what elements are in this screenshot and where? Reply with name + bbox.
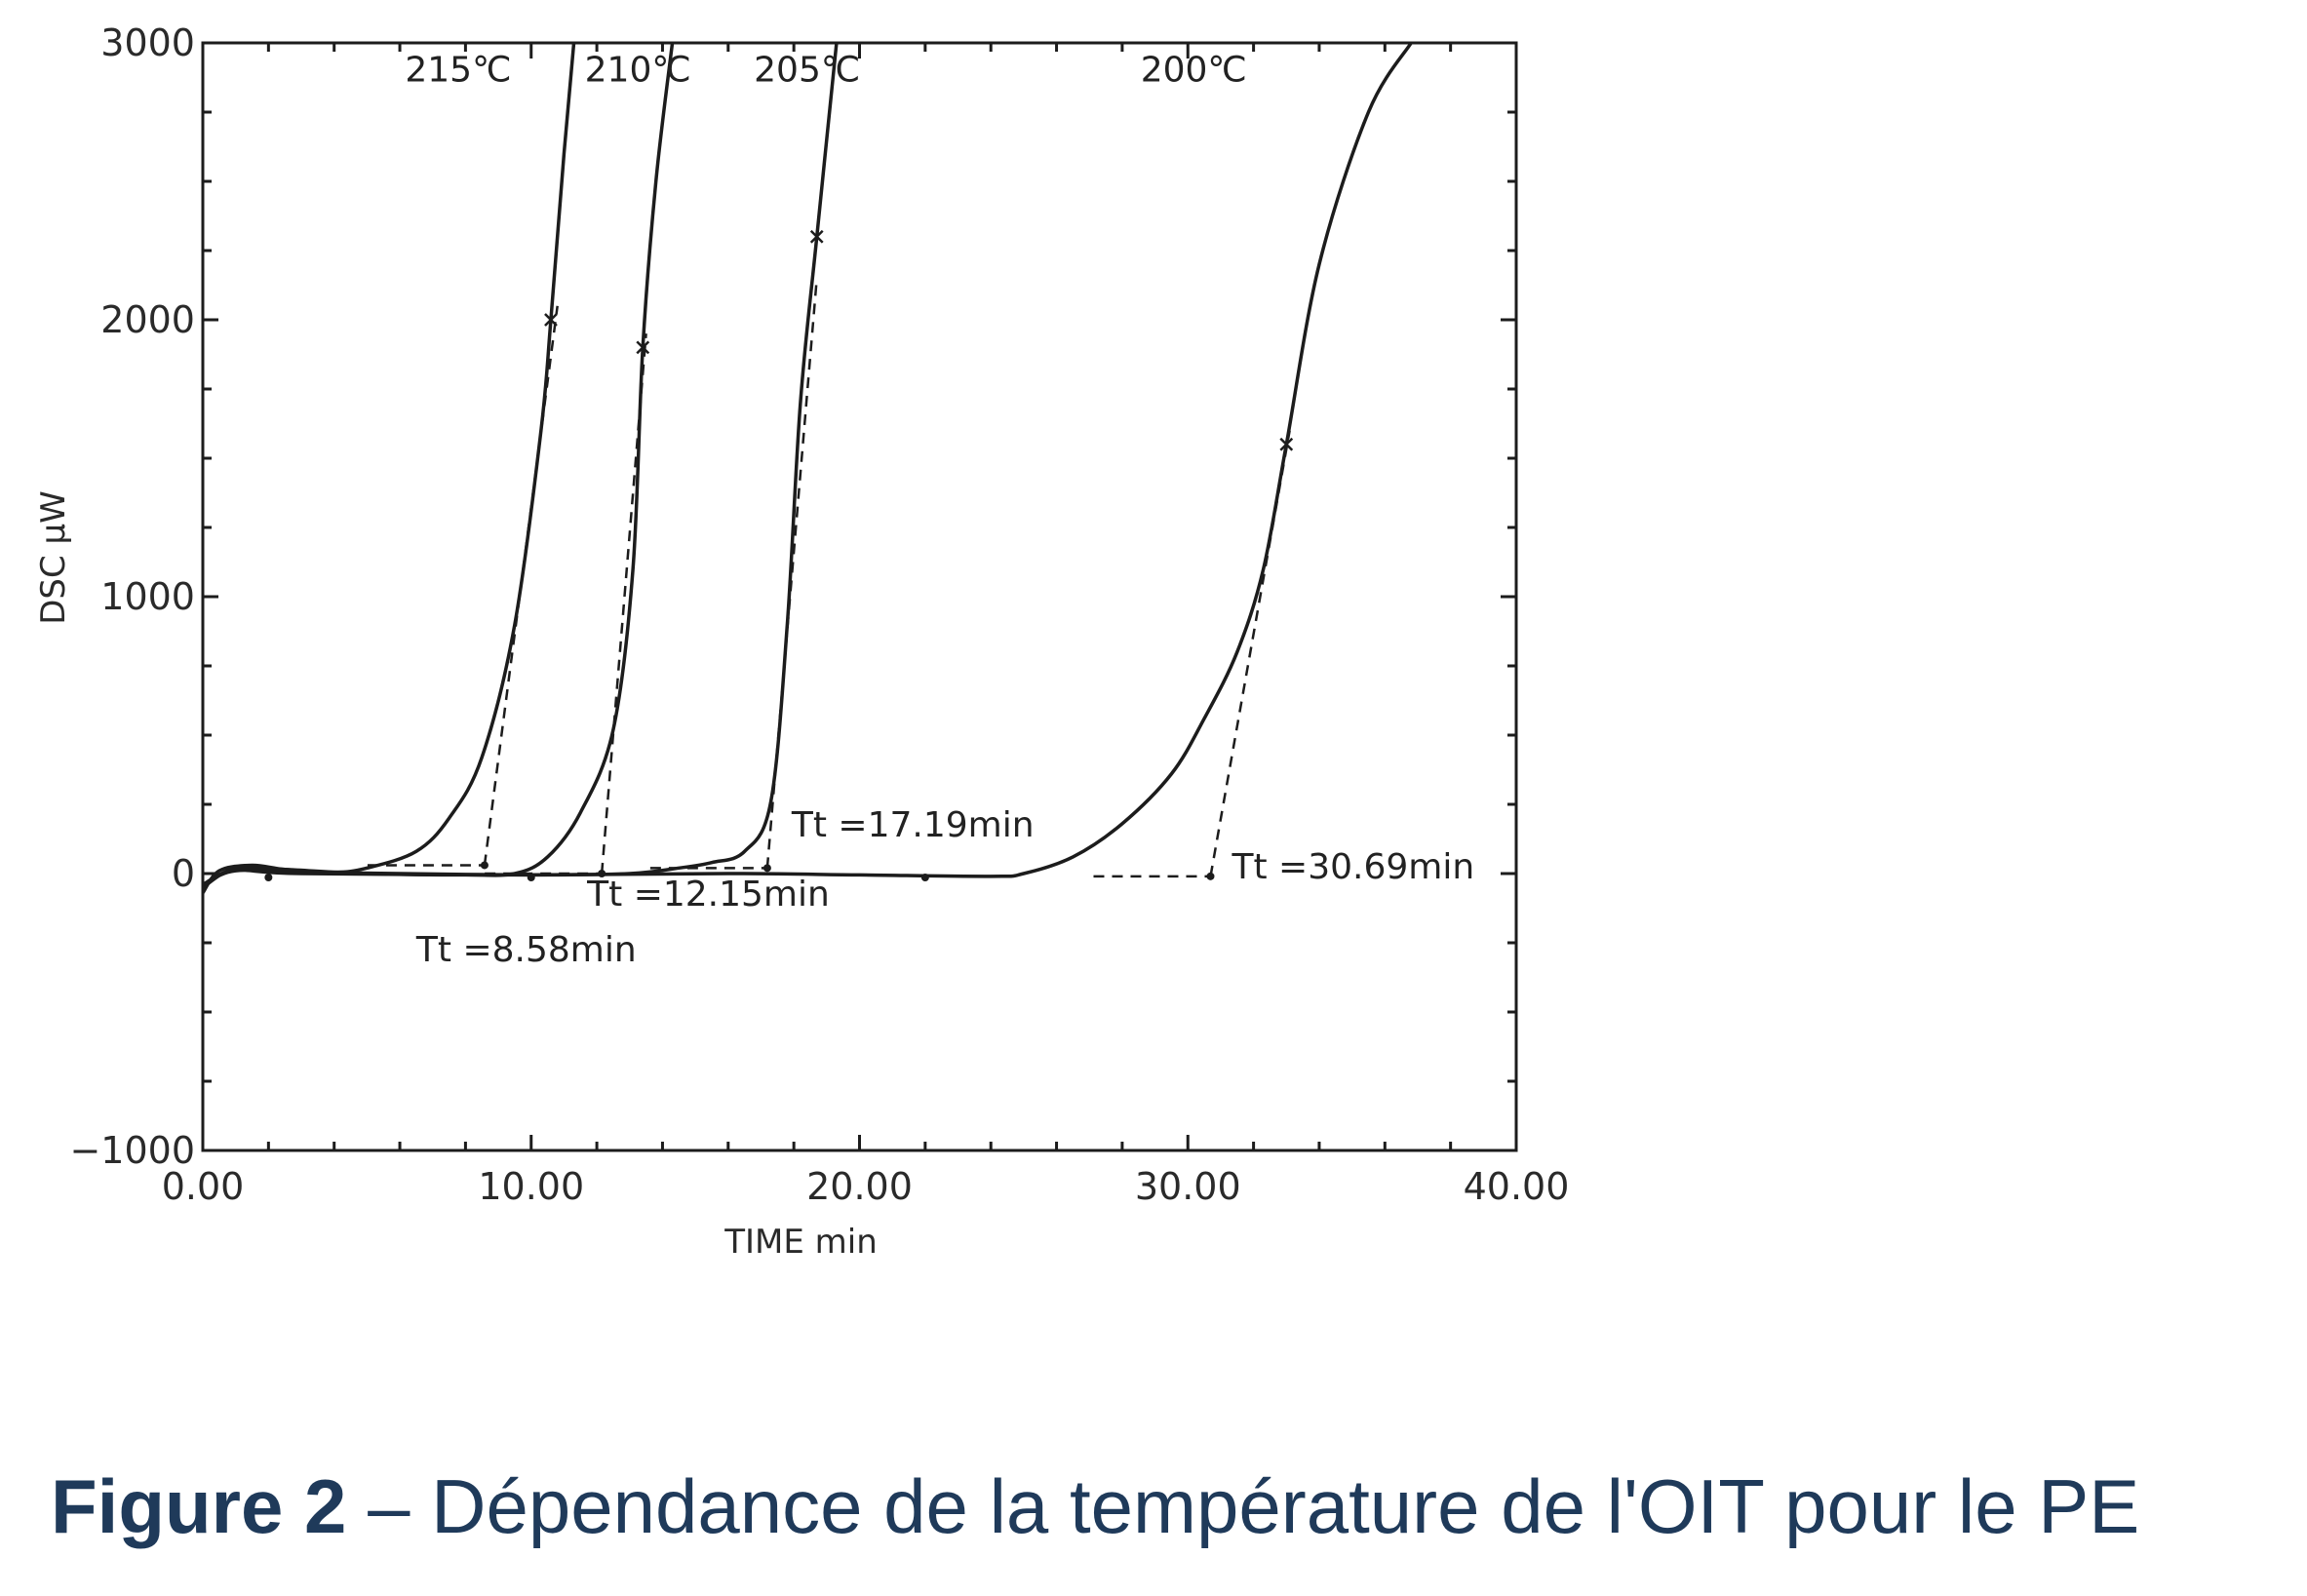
tangent-line bbox=[483, 305, 559, 866]
tangent-line bbox=[765, 278, 818, 869]
series-label: 210℃ bbox=[585, 50, 691, 90]
onset-label: Tt =17.19min bbox=[791, 805, 1035, 845]
x-tick-label: 30.00 bbox=[1135, 1165, 1241, 1208]
onset-marker bbox=[762, 864, 771, 873]
figure-caption-label: Figure 2 bbox=[51, 1463, 347, 1549]
x-tick-label: 0.00 bbox=[162, 1165, 245, 1208]
y-axis-title: DSC μW bbox=[34, 490, 73, 625]
x-axis-title: TIME min bbox=[723, 1223, 878, 1262]
y-tick-label: 1000 bbox=[100, 575, 195, 618]
curve-marker-x bbox=[636, 340, 650, 355]
x-tick-label: 10.00 bbox=[478, 1165, 584, 1208]
figure-caption-text: – Dépendance de la température de l'OIT … bbox=[368, 1463, 2140, 1549]
onset-label: Tt =8.58min bbox=[415, 930, 637, 970]
dsc-chart: 0.00 10.00 20.00 30.00 40.00 3000 2000 1000 0 −10… bbox=[34, 21, 1570, 1262]
series-curve bbox=[203, 43, 1413, 886]
y-tick-label: 0 bbox=[172, 852, 195, 895]
curve-marker-x bbox=[1279, 437, 1294, 451]
series-label: 215℃ bbox=[405, 50, 511, 90]
onset-label: Tt =12.15min bbox=[586, 875, 830, 915]
y-tick-label: 2000 bbox=[100, 298, 195, 341]
baseline-marker bbox=[920, 874, 929, 881]
y-tick-label: −1000 bbox=[69, 1129, 195, 1172]
tangent-line bbox=[1209, 430, 1291, 877]
series-curve bbox=[203, 43, 675, 889]
series-curve bbox=[203, 43, 576, 894]
y-tick-label: 3000 bbox=[100, 21, 195, 64]
plot-frame bbox=[201, 41, 1518, 1152]
series-curve bbox=[203, 43, 839, 886]
onset-label: Tt =30.69min bbox=[1231, 847, 1474, 887]
x-tick-label: 40.00 bbox=[1464, 1165, 1570, 1208]
onset-marker bbox=[1206, 872, 1215, 880]
figure-caption: Figure 2 – Dépendance de la température … bbox=[51, 1462, 2293, 1551]
x-tick-label: 20.00 bbox=[806, 1165, 913, 1208]
series-label: 200℃ bbox=[1141, 50, 1247, 90]
onset-marker bbox=[480, 861, 489, 870]
baseline-marker bbox=[264, 874, 273, 881]
baseline-marker bbox=[527, 874, 535, 881]
curve-marker-x bbox=[809, 229, 824, 244]
series-label: 205℃ bbox=[754, 50, 860, 90]
curve-marker-x bbox=[544, 313, 558, 327]
tangent-line bbox=[600, 333, 647, 875]
